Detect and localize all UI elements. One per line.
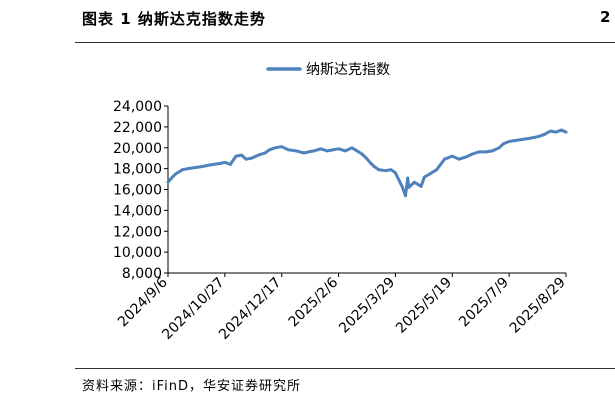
data-point bbox=[372, 165, 376, 168]
y-tick-label: 16,000 bbox=[113, 183, 162, 199]
data-point bbox=[404, 194, 407, 198]
x-tick-label: 2025/3/29 bbox=[336, 275, 398, 337]
data-point bbox=[263, 151, 267, 155]
data-point bbox=[477, 150, 481, 154]
data-point bbox=[423, 175, 426, 179]
data-point bbox=[407, 186, 411, 189]
data-point bbox=[223, 161, 227, 164]
y-tick-label: 10,000 bbox=[113, 245, 162, 261]
data-point bbox=[484, 150, 488, 154]
data-point bbox=[384, 169, 387, 173]
data-point bbox=[399, 182, 403, 186]
data-point bbox=[521, 138, 524, 141]
data-point bbox=[560, 128, 563, 132]
data-point bbox=[389, 168, 393, 172]
page-number-fragment: 2 bbox=[600, 8, 611, 26]
y-tick-label: 24,000 bbox=[113, 99, 162, 115]
data-point bbox=[377, 168, 381, 172]
data-point bbox=[302, 151, 306, 155]
y-tick-label: 22,000 bbox=[113, 120, 162, 136]
data-point bbox=[365, 156, 368, 160]
data-point bbox=[533, 135, 537, 139]
y-tick-label: 8,000 bbox=[122, 266, 162, 282]
data-point bbox=[171, 175, 174, 179]
data-point bbox=[502, 142, 505, 146]
y-tick-label: 20,000 bbox=[113, 141, 162, 157]
data-point bbox=[350, 146, 354, 150]
data-point bbox=[369, 162, 373, 165]
x-tick-label: 2025/8/29 bbox=[507, 275, 569, 337]
y-tick-label: 14,000 bbox=[113, 203, 162, 219]
x-tick-label: 2024/9/6 bbox=[115, 274, 171, 330]
data-point bbox=[353, 148, 357, 152]
data-point bbox=[450, 154, 454, 158]
data-point bbox=[307, 150, 310, 154]
data-point bbox=[464, 155, 468, 159]
data-point bbox=[250, 156, 254, 160]
data-point bbox=[331, 148, 335, 152]
data-point bbox=[406, 176, 410, 180]
data-point bbox=[337, 147, 340, 151]
data-point bbox=[193, 166, 197, 170]
data-point bbox=[186, 167, 190, 171]
data-point bbox=[400, 185, 404, 188]
data-point bbox=[443, 157, 446, 161]
chart-legend: 纳斯达克指数 bbox=[266, 62, 390, 78]
data-point bbox=[256, 153, 260, 157]
data-point bbox=[343, 149, 347, 153]
data-point bbox=[491, 149, 494, 153]
data-point bbox=[360, 152, 364, 156]
data-point bbox=[174, 172, 178, 176]
source-note: 资料来源：iFinD，华安证券研究所 bbox=[82, 379, 302, 394]
x-tick-label: 2025/7/9 bbox=[456, 275, 512, 331]
data-point bbox=[326, 149, 329, 153]
data-point bbox=[319, 147, 323, 151]
data-point bbox=[244, 157, 248, 161]
data-point bbox=[457, 157, 461, 161]
data-point bbox=[527, 137, 531, 140]
series-points bbox=[166, 128, 568, 198]
y-axis: 8,000 10,000 12,000 14,000 16,000 18,000 20,00… bbox=[113, 99, 169, 282]
data-point bbox=[394, 171, 397, 175]
data-point bbox=[229, 163, 232, 166]
data-point bbox=[312, 149, 316, 153]
top-rule bbox=[75, 42, 615, 43]
data-point bbox=[514, 139, 518, 142]
data-point bbox=[413, 180, 416, 184]
figure-title: 图表 1 纳斯达克指数走势 bbox=[82, 10, 266, 28]
data-point bbox=[234, 154, 238, 158]
data-point bbox=[471, 152, 474, 156]
y-tick-label: 12,000 bbox=[113, 224, 162, 240]
data-point bbox=[205, 164, 209, 167]
data-point bbox=[273, 146, 277, 150]
legend-label: 纳斯达克指数 bbox=[306, 62, 390, 78]
data-point bbox=[428, 172, 432, 176]
series-line-nasdaq bbox=[166, 128, 568, 198]
data-point bbox=[280, 145, 284, 149]
data-point bbox=[419, 185, 423, 188]
data-point bbox=[240, 153, 244, 157]
data-point bbox=[287, 148, 290, 152]
data-point bbox=[294, 149, 298, 153]
data-point bbox=[549, 129, 552, 133]
data-point bbox=[554, 130, 558, 134]
data-point bbox=[543, 132, 547, 136]
x-tick-label: 2025/2/6 bbox=[286, 274, 342, 330]
data-point bbox=[201, 165, 205, 168]
x-tick-label: 2025/5/19 bbox=[393, 275, 455, 337]
data-point bbox=[166, 180, 170, 184]
data-point bbox=[564, 130, 568, 134]
bottom-rule bbox=[75, 368, 615, 369]
y-tick-label: 18,000 bbox=[113, 162, 162, 178]
data-point bbox=[212, 163, 216, 166]
data-point bbox=[181, 168, 184, 172]
data-point bbox=[268, 148, 271, 152]
data-point bbox=[537, 134, 541, 138]
data-point bbox=[507, 140, 511, 143]
data-point bbox=[497, 146, 501, 150]
data-point bbox=[219, 162, 222, 165]
data-point bbox=[435, 168, 439, 172]
